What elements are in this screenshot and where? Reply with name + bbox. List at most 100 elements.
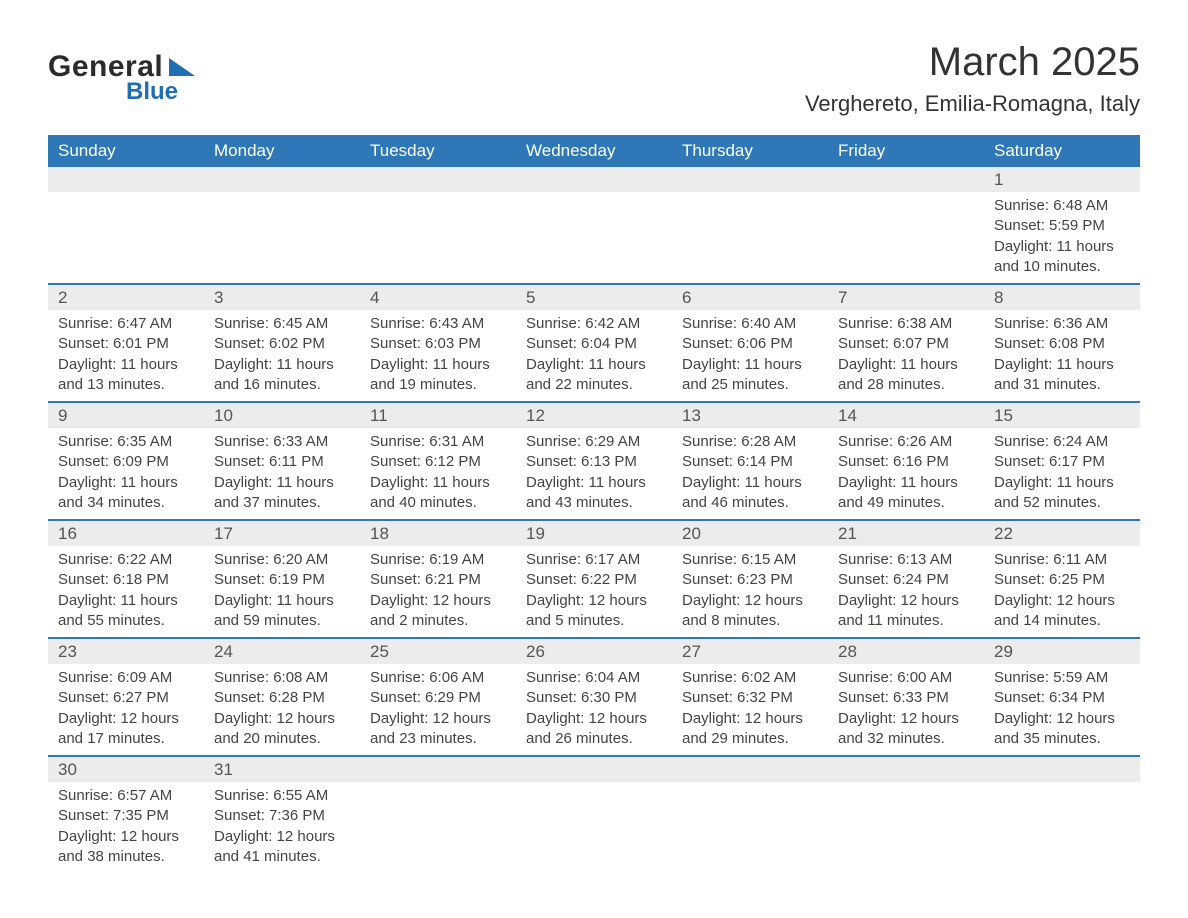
logo-word-2: Blue bbox=[126, 78, 178, 106]
day-number-cell bbox=[204, 167, 360, 192]
sunrise-text: Sunrise: 6:11 AM bbox=[994, 550, 1130, 570]
sunset-text: Sunset: 6:32 PM bbox=[682, 688, 818, 708]
day-detail-cell: Sunrise: 6:13 AMSunset: 6:24 PMDaylight:… bbox=[828, 546, 984, 637]
daylight-text-1: Daylight: 11 hours bbox=[838, 473, 974, 493]
sunset-text: Sunset: 6:23 PM bbox=[682, 570, 818, 590]
sunset-text: Sunset: 6:02 PM bbox=[214, 334, 350, 354]
day-detail-cell: Sunrise: 6:43 AMSunset: 6:03 PMDaylight:… bbox=[360, 310, 516, 401]
sunset-text: Sunset: 6:24 PM bbox=[838, 570, 974, 590]
day-header-thursday: Thursday bbox=[672, 135, 828, 167]
sunset-text: Sunset: 6:33 PM bbox=[838, 688, 974, 708]
day-number-cell: 27 bbox=[672, 639, 828, 664]
day-detail-cell: Sunrise: 6:55 AMSunset: 7:36 PMDaylight:… bbox=[204, 782, 360, 873]
day-detail-cell: Sunrise: 6:40 AMSunset: 6:06 PMDaylight:… bbox=[672, 310, 828, 401]
day-number-cell: 3 bbox=[204, 285, 360, 310]
daylight-text-1: Daylight: 11 hours bbox=[526, 355, 662, 375]
sunrise-text: Sunrise: 6:33 AM bbox=[214, 432, 350, 452]
day-detail-row: Sunrise: 6:09 AMSunset: 6:27 PM Daylight:… bbox=[48, 664, 1140, 755]
day-detail-cell: Sunrise: 6:57 AMSunset: 7:35 PMDaylight:… bbox=[48, 782, 204, 873]
sunset-text: Sunset: 6:27 PM bbox=[58, 688, 194, 708]
day-detail-cell: Sunrise: 6:26 AMSunset: 6:16 PMDaylight:… bbox=[828, 428, 984, 519]
daylight-text-1: Daylight: 12 hours bbox=[58, 827, 194, 847]
daylight-text-1: Daylight: 12 hours bbox=[994, 709, 1130, 729]
day-number-cell: 11 bbox=[360, 403, 516, 428]
day-number-cell bbox=[48, 167, 204, 192]
daylight-text-2: and 10 minutes. bbox=[994, 257, 1130, 277]
calendar-body: 1Sunrise: 6:48 AMSunset: 5:59 PMDaylight… bbox=[48, 167, 1140, 873]
daylight-text-1: Daylight: 11 hours bbox=[214, 355, 350, 375]
sunset-text: Sunset: 6:12 PM bbox=[370, 452, 506, 472]
daylight-text-2: and 38 minutes. bbox=[58, 847, 194, 867]
sunrise-text: Sunrise: 6:26 AM bbox=[838, 432, 974, 452]
day-number-cell: 2 bbox=[48, 285, 204, 310]
day-number-row: 23242526272829 bbox=[48, 639, 1140, 664]
daylight-text-1: Daylight: 11 hours bbox=[994, 355, 1130, 375]
sunset-text: Sunset: 6:06 PM bbox=[682, 334, 818, 354]
day-number-cell: 29 bbox=[984, 639, 1140, 664]
sunrise-text: Sunrise: 5:59 AM bbox=[994, 668, 1130, 688]
day-number-cell: 1 bbox=[984, 167, 1140, 192]
day-number-cell bbox=[672, 167, 828, 192]
calendar-week: 2345678Sunrise: 6:47 AMSunset: 6:01 PMDa… bbox=[48, 283, 1140, 401]
sunrise-text: Sunrise: 6:29 AM bbox=[526, 432, 662, 452]
day-number-cell: 30 bbox=[48, 757, 204, 782]
sunset-text: Sunset: 6:25 PM bbox=[994, 570, 1130, 590]
day-number-cell: 18 bbox=[360, 521, 516, 546]
sunrise-text: Sunrise: 6:40 AM bbox=[682, 314, 818, 334]
sunset-text: Sunset: 6:04 PM bbox=[526, 334, 662, 354]
sunrise-text: Sunrise: 6:06 AM bbox=[370, 668, 506, 688]
sunrise-text: Sunrise: 6:45 AM bbox=[214, 314, 350, 334]
daylight-text-1: Daylight: 12 hours bbox=[370, 709, 506, 729]
daylight-text-1: Daylight: 12 hours bbox=[214, 827, 350, 847]
daylight-text-2: and 22 minutes. bbox=[526, 375, 662, 395]
daylight-text-1: Daylight: 11 hours bbox=[58, 355, 194, 375]
sunset-text: Sunset: 6:01 PM bbox=[58, 334, 194, 354]
daylight-text-2: and 46 minutes. bbox=[682, 493, 818, 513]
sunset-text: Sunset: 6:34 PM bbox=[994, 688, 1130, 708]
sunrise-text: Sunrise: 6:00 AM bbox=[838, 668, 974, 688]
sunrise-text: Sunrise: 6:04 AM bbox=[526, 668, 662, 688]
day-number-cell: 31 bbox=[204, 757, 360, 782]
daylight-text-1: Daylight: 12 hours bbox=[994, 591, 1130, 611]
day-number-cell: 16 bbox=[48, 521, 204, 546]
daylight-text-1: Daylight: 11 hours bbox=[994, 473, 1130, 493]
sunset-text: Sunset: 7:36 PM bbox=[214, 806, 350, 826]
daylight-text-1: Daylight: 12 hours bbox=[526, 591, 662, 611]
daylight-text-2: and 17 minutes. bbox=[58, 729, 194, 749]
day-number-cell: 13 bbox=[672, 403, 828, 428]
sunset-text: Sunset: 6:14 PM bbox=[682, 452, 818, 472]
day-detail-cell: Sunrise: 6:11 AMSunset: 6:25 PMDaylight:… bbox=[984, 546, 1140, 637]
title-block: March 2025 Verghereto, Emilia-Romagna, I… bbox=[805, 40, 1140, 117]
daylight-text-2: and 11 minutes. bbox=[838, 611, 974, 631]
day-detail-cell bbox=[828, 782, 984, 873]
day-number-cell: 20 bbox=[672, 521, 828, 546]
sunrise-text: Sunrise: 6:19 AM bbox=[370, 550, 506, 570]
sunset-text: Sunset: 6:07 PM bbox=[838, 334, 974, 354]
day-detail-cell: Sunrise: 6:31 AMSunset: 6:12 PMDaylight:… bbox=[360, 428, 516, 519]
daylight-text-1: Daylight: 11 hours bbox=[682, 355, 818, 375]
daylight-text-2: and 31 minutes. bbox=[994, 375, 1130, 395]
sunrise-text: Sunrise: 6:47 AM bbox=[58, 314, 194, 334]
day-detail-cell bbox=[516, 192, 672, 283]
day-detail-cell bbox=[360, 782, 516, 873]
daylight-text-1: Daylight: 11 hours bbox=[682, 473, 818, 493]
sunset-text: Sunset: 6:29 PM bbox=[370, 688, 506, 708]
day-number-cell: 21 bbox=[828, 521, 984, 546]
sunset-text: Sunset: 6:28 PM bbox=[214, 688, 350, 708]
day-number-row: 16171819202122 bbox=[48, 521, 1140, 546]
day-detail-cell: Sunrise: 6:15 AMSunset: 6:23 PMDaylight:… bbox=[672, 546, 828, 637]
daylight-text-2: and 41 minutes. bbox=[214, 847, 350, 867]
sunset-text: Sunset: 6:08 PM bbox=[994, 334, 1130, 354]
daylight-text-2: and 40 minutes. bbox=[370, 493, 506, 513]
day-detail-cell: Sunrise: 6:28 AMSunset: 6:14 PMDaylight:… bbox=[672, 428, 828, 519]
daylight-text-2: and 29 minutes. bbox=[682, 729, 818, 749]
sunrise-text: Sunrise: 6:09 AM bbox=[58, 668, 194, 688]
page-header: General Blue March 2025 Verghereto, Emil… bbox=[48, 40, 1140, 117]
day-header-friday: Friday bbox=[828, 135, 984, 167]
logo-triangle-icon bbox=[169, 58, 195, 76]
sunrise-text: Sunrise: 6:31 AM bbox=[370, 432, 506, 452]
day-number-cell bbox=[672, 757, 828, 782]
day-number-row: 2345678 bbox=[48, 285, 1140, 310]
sunrise-text: Sunrise: 6:17 AM bbox=[526, 550, 662, 570]
calendar-week: 9101112131415Sunrise: 6:35 AMSunset: 6:0… bbox=[48, 401, 1140, 519]
